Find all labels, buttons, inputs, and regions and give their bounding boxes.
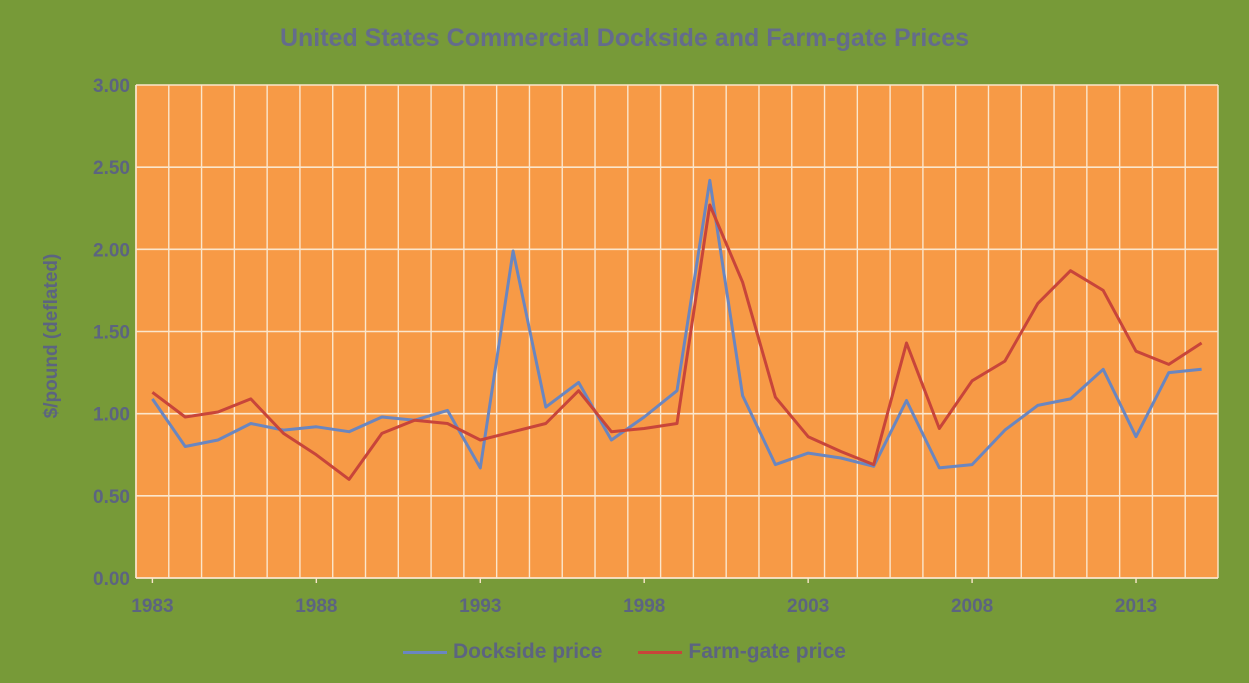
x-tick-label: 1998 [623, 596, 665, 617]
y-tick-label: 1.50 [93, 323, 130, 344]
y-tick-label: 3.00 [93, 76, 130, 97]
y-tick-label: 0.00 [93, 569, 130, 590]
x-tick-label: 2003 [787, 596, 829, 617]
series-line-farmgate [151, 203, 1203, 481]
series-line-dockside [151, 178, 1202, 470]
x-tick-label: 1988 [295, 596, 337, 617]
y-tick-label: 2.00 [93, 240, 130, 261]
y-tick-label: 1.00 [93, 405, 130, 426]
x-tick-label: 1993 [459, 596, 501, 617]
legend-label-dockside: Dockside price [453, 640, 603, 663]
x-tick-label: 2008 [951, 596, 993, 617]
legend-entry-dockside: Dockside price [403, 640, 602, 664]
chart-title: United States Commercial Dockside and Fa… [279, 24, 970, 52]
y-tick-label: 0.50 [93, 487, 130, 508]
legend-swatch-dockside [403, 650, 448, 654]
x-tick-label: 1983 [131, 596, 173, 617]
x-tick-label: 2013 [1115, 596, 1157, 617]
legend-swatch-farmgate [638, 650, 683, 654]
y-tick-label: 2.50 [93, 158, 130, 179]
legend-label-farmgate: Farm-gate price [688, 640, 846, 663]
legend: Dockside price Farm-gate price [0, 640, 1249, 664]
legend-entry-farmgate: Farm-gate price [638, 640, 846, 664]
